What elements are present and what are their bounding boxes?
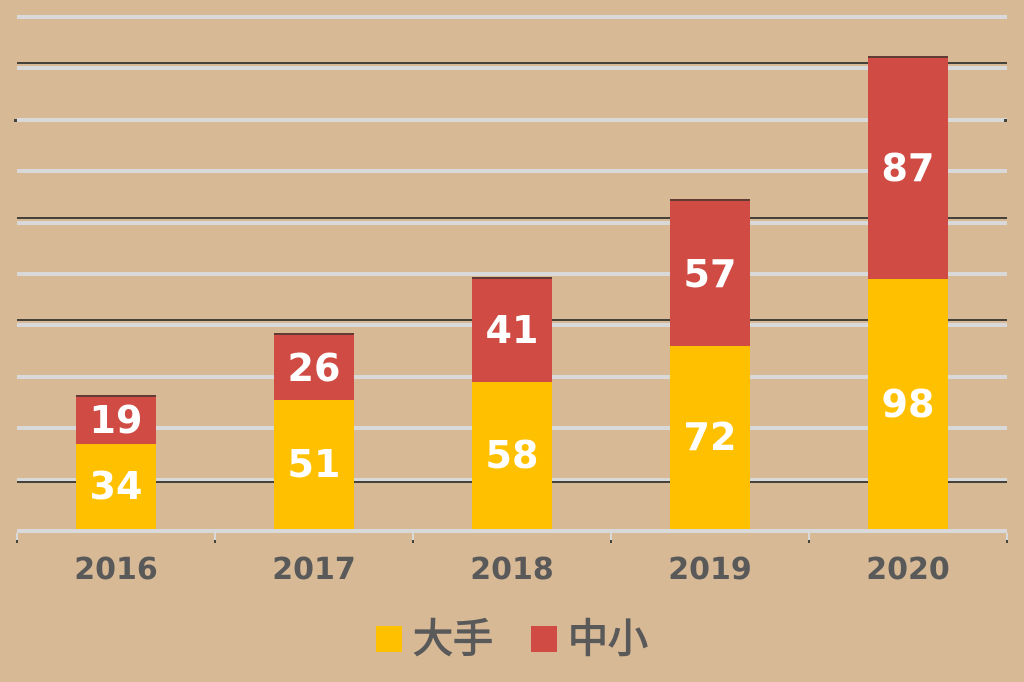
bar-value-label: 51	[287, 442, 341, 487]
legend-item-chusho: 中小	[531, 619, 648, 659]
x-axis-tick	[412, 533, 414, 540]
bar-value-label: 58	[485, 433, 539, 478]
bar-value-label: 72	[683, 415, 737, 460]
legend-swatch-chusho-icon	[531, 626, 557, 652]
x-axis-label-2020: 2020	[866, 552, 950, 587]
x-axis-label-2017: 2017	[272, 552, 356, 587]
bar-segment-大手-2017: 51	[274, 399, 354, 529]
bar-value-label: 19	[89, 398, 143, 443]
bar-value-label: 34	[89, 464, 143, 509]
x-axis-tick-tip	[610, 540, 612, 543]
bar-value-label: 87	[881, 146, 935, 191]
gridline	[17, 169, 1007, 174]
x-axis-label-2016: 2016	[74, 552, 158, 587]
gridline	[17, 117, 1007, 122]
bar-segment-中小-2016: 19	[76, 394, 156, 444]
gridline	[17, 66, 1007, 71]
x-axis-tick	[214, 533, 216, 540]
x-axis-tick-tip	[16, 540, 18, 543]
x-axis-tick	[1006, 533, 1008, 540]
bar-segment-中小-2019: 57	[670, 199, 750, 346]
gridline-end-tick	[14, 118, 17, 122]
bar-segment-大手-2019: 72	[670, 345, 750, 529]
bar-segment-中小-2018: 41	[472, 276, 552, 382]
bar-value-label: 98	[881, 382, 935, 427]
gridline-end-tick	[1004, 118, 1007, 122]
gridline	[17, 15, 1007, 19]
gridline	[17, 272, 1007, 276]
legend-label-chusho: 中小	[568, 616, 648, 662]
gridline	[17, 220, 1007, 225]
x-axis-label-2019: 2019	[668, 552, 752, 587]
x-axis-tick	[610, 533, 612, 540]
bar-value-label: 41	[485, 308, 539, 353]
gridline-emphasis	[17, 62, 1007, 65]
gridline-emphasis	[17, 216, 1007, 219]
legend-item-ohte: 大手	[376, 619, 493, 659]
x-axis-label-2018: 2018	[470, 552, 554, 587]
x-axis-tick-tip	[214, 540, 216, 543]
x-axis-line	[17, 529, 1007, 533]
bar-value-label: 57	[683, 251, 737, 296]
bar-segment-中小-2020: 87	[868, 55, 948, 280]
bar-segment-中小-2017: 26	[274, 333, 354, 400]
x-axis-tick-tip	[808, 540, 810, 543]
x-axis-tick	[808, 533, 810, 540]
x-axis-tick-tip	[1006, 540, 1008, 543]
bar-segment-大手-2016: 34	[76, 443, 156, 529]
x-axis-tick	[16, 533, 18, 540]
bar-value-label: 26	[287, 345, 341, 390]
bar-segment-大手-2020: 98	[868, 279, 948, 529]
legend-swatch-ohte-icon	[376, 626, 402, 652]
bar-segment-大手-2018: 58	[472, 381, 552, 529]
legend: 大手 中小	[0, 616, 1024, 662]
x-axis-tick-tip	[412, 540, 414, 543]
legend-label-ohte: 大手	[413, 616, 493, 662]
